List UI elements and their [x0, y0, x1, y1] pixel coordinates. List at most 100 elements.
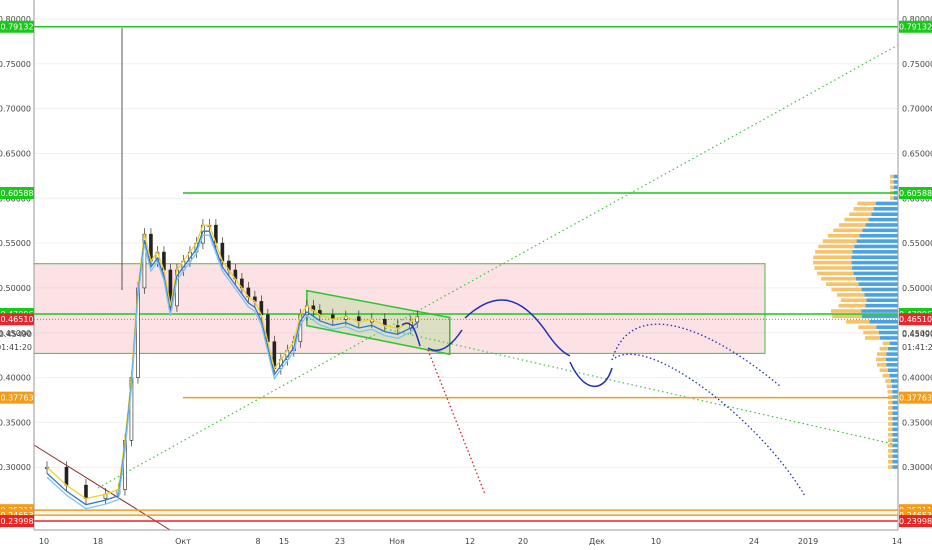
projection-arrow	[569, 361, 613, 388]
projection-arrow	[427, 329, 463, 351]
volume-profile	[813, 174, 898, 469]
projection-arrow-dotted	[614, 353, 806, 497]
volume-profile-bar	[831, 287, 862, 292]
volume-profile-bar	[892, 454, 898, 459]
y-tick-label: 0.50000	[0, 284, 31, 293]
volume-profile-bar	[892, 465, 898, 469]
volume-profile-bar	[861, 309, 898, 313]
y-axis-right: 0.800000.750000.700000.650000.600000.550…	[897, 0, 932, 530]
volume-profile-bar	[893, 174, 898, 179]
volume-profile-bar	[892, 411, 898, 416]
price-badge-right: 0.23998	[899, 517, 932, 526]
volume-profile-bar	[887, 411, 893, 416]
y-tick-label: 0.75000	[902, 60, 932, 69]
y-tick-label: 0.75000	[0, 60, 31, 69]
volume-profile-bar	[892, 432, 898, 437]
volume-profile-bar	[832, 314, 862, 319]
volume-profile-bar	[889, 341, 898, 346]
x-tick-label: 12	[465, 537, 475, 546]
volume-profile-bar	[887, 406, 893, 410]
volume-profile-bar	[887, 346, 898, 351]
volume-profile-bar	[876, 325, 898, 329]
bearish-projection-arrow	[427, 349, 486, 495]
volume-profile-bar	[849, 212, 872, 217]
volume-profile-bar	[892, 443, 898, 448]
volume-profile-bar	[888, 427, 893, 432]
volume-profile-bar	[888, 438, 893, 442]
price-badge-right-bg	[899, 515, 932, 528]
falling-trendline	[389, 329, 899, 446]
volume-profile-bar	[862, 228, 898, 233]
x-tick-label: 23	[335, 537, 345, 546]
volume-profile-bar	[890, 180, 894, 184]
volume-profile-bar	[871, 212, 898, 217]
price-badge-left: 0.60588	[0, 189, 33, 198]
volume-profile-bar	[893, 185, 898, 190]
volume-profile-bar	[813, 255, 852, 260]
volume-profile-bar	[892, 389, 898, 394]
volume-profile-bar	[878, 330, 898, 335]
volume-profile-bar	[892, 459, 898, 464]
price-badge-right-bg	[899, 20, 932, 33]
volume-profile-bar	[889, 373, 898, 378]
current-price-badge-right-bg	[899, 313, 932, 326]
volume-profile-bar	[817, 271, 854, 276]
volume-profile-bar	[853, 207, 874, 211]
y-tick-label: 0.65000	[902, 149, 932, 158]
volume-profile-bar	[892, 416, 898, 421]
volume-profile-bar	[827, 233, 860, 238]
volume-profile-bar	[890, 379, 898, 383]
volume-profile-bar	[859, 233, 898, 238]
volume-profile-bar	[855, 276, 898, 281]
price-badge-left: 0.37763	[0, 394, 33, 403]
volume-profile-bar	[815, 250, 853, 254]
projection-arrow	[464, 299, 571, 357]
x-tick-label: 14	[892, 537, 902, 546]
volume-profile-bar	[869, 320, 898, 324]
volume-profile-bar	[865, 223, 898, 227]
volume-profile-bar	[865, 336, 880, 340]
volume-profile-bar	[856, 239, 898, 243]
y-tick-label: 0.35000	[0, 418, 31, 427]
volume-profile-bar	[887, 368, 898, 373]
volume-profile-bar	[885, 357, 898, 362]
volume-profile-bar	[890, 174, 894, 179]
volume-profile-bar	[892, 427, 898, 432]
y-tick-label: 0.45000	[902, 329, 932, 338]
y-tick-label: 0.65000	[0, 149, 31, 158]
price-badge-right: 0.60588	[899, 189, 932, 198]
volume-profile-bar	[886, 384, 892, 389]
price-badge-right: 0.37763	[899, 394, 932, 403]
volume-profile-bar	[831, 309, 862, 313]
y-tick-label: 0.55000	[0, 239, 31, 248]
volume-profile-bar	[861, 314, 898, 319]
projection-arrow	[401, 322, 421, 347]
volume-profile-bar	[818, 244, 855, 249]
volume-profile-bar	[866, 298, 898, 303]
x-tick-label: Окт	[175, 537, 191, 546]
y-tick-label: 0.30000	[902, 463, 932, 472]
countdown-label: 01:41:20	[0, 343, 32, 352]
y-tick-label: 0.45000	[0, 329, 31, 338]
volume-profile-bar	[879, 336, 898, 340]
volume-profile-bar	[875, 201, 898, 206]
current-price-badge-right: 0.46510	[899, 315, 932, 324]
volume-profile-bar	[892, 422, 898, 426]
volume-profile-bar	[888, 449, 893, 453]
price-badge-left: 0.79132	[0, 23, 33, 32]
volume-profile-bar	[886, 352, 898, 356]
volume-profile-bar	[887, 416, 893, 421]
volume-profile-bar	[892, 438, 898, 442]
moving-average-lightblue	[46, 234, 418, 510]
x-tick-label: 8	[255, 537, 260, 546]
price-badge-left-bg	[0, 515, 34, 528]
current-price-badge-left-bg	[0, 313, 34, 326]
volume-profile-bar	[888, 432, 893, 437]
volume-profile-bar	[836, 293, 865, 297]
volume-profile-bar	[877, 363, 887, 367]
volume-profile-bar	[892, 400, 898, 405]
volume-profile-bar	[822, 239, 857, 243]
price-series	[45, 28, 420, 510]
volume-profile-bar	[857, 201, 876, 206]
